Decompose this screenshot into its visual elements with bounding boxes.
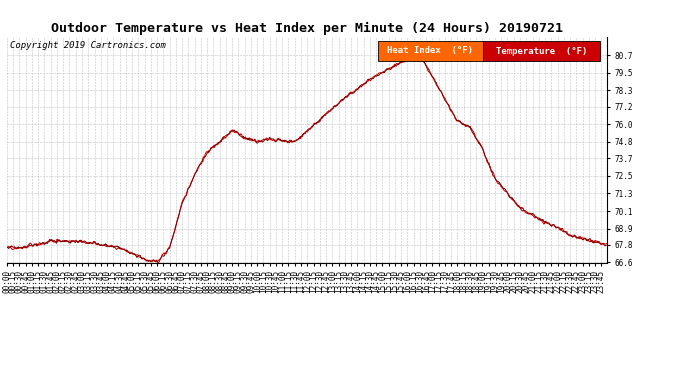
FancyBboxPatch shape (378, 41, 483, 61)
FancyBboxPatch shape (483, 41, 600, 61)
Text: Temperature  (°F): Temperature (°F) (496, 46, 587, 56)
Title: Outdoor Temperature vs Heat Index per Minute (24 Hours) 20190721: Outdoor Temperature vs Heat Index per Mi… (51, 22, 563, 35)
Text: Copyright 2019 Cartronics.com: Copyright 2019 Cartronics.com (10, 41, 166, 50)
Text: Heat Index  (°F): Heat Index (°F) (387, 46, 473, 56)
